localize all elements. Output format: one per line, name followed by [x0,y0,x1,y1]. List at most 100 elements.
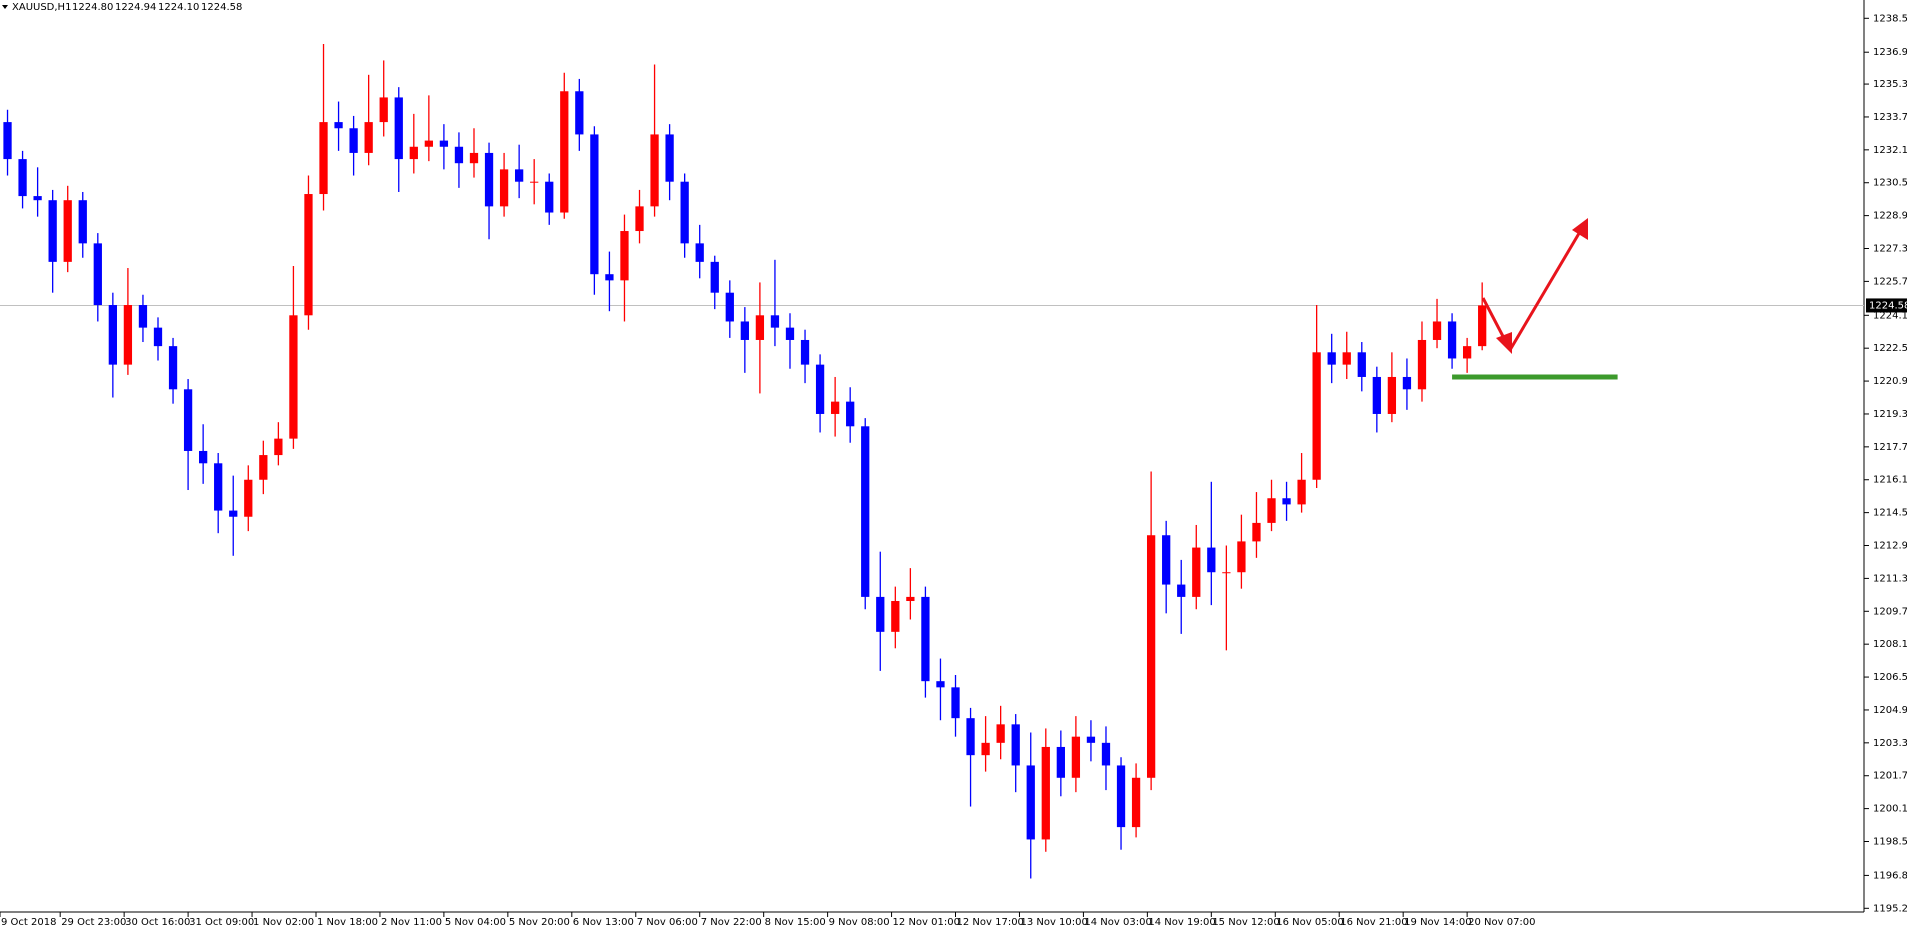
candle-body [1478,305,1487,347]
x-tick-label: 7 Nov 06:00 [637,917,698,928]
y-tick-label: 1225.75 [1873,276,1907,287]
y-tick-label: 1224.10 [1873,310,1907,321]
y-tick-label: 1233.75 [1873,112,1907,123]
x-tick-label: 5 Nov 04:00 [445,917,506,928]
x-tick-label: 8 Nov 15:00 [765,917,826,928]
candle-body [1011,724,1020,766]
candle-body [499,169,509,207]
x-tick-label: 12 Nov 17:00 [957,917,1024,928]
y-tick-label: 1222.50 [1873,343,1907,354]
symbol: XAUUSD,H1 [12,2,71,13]
candle-body [304,194,313,316]
x-tick-label: 14 Nov 03:00 [1084,917,1151,928]
candle-body [1327,352,1336,365]
candle-body [830,401,840,414]
y-tick-label: 1236.90 [1873,47,1907,58]
candle-body [1146,535,1156,778]
quote-value: 1224.58 [201,2,242,13]
candle-body [168,346,178,390]
y-tick-label: 1216.10 [1873,475,1907,486]
candle-body [1116,765,1126,828]
y-tick-label: 1228.95 [1873,211,1907,222]
candle-body [785,327,795,340]
candle-body [1447,321,1457,359]
candle-body [33,196,42,201]
x-tick-label: 6 Nov 13:00 [573,917,634,928]
candle-body [229,510,238,517]
candle-body [1357,352,1366,377]
y-tick-label: 1214.50 [1873,508,1907,519]
candle-body [1372,376,1381,414]
x-tick-label: 5 Nov 20:00 [509,917,570,928]
candle-body [650,134,659,207]
candle-body [1267,498,1276,523]
candle-body [1297,479,1306,505]
x-tick-label: 29 Oct 23:00 [61,917,126,928]
candle-body [3,122,12,160]
candle-body [996,724,1005,743]
arrow-head [1572,218,1588,240]
plot [0,43,1864,879]
candle-body [876,596,885,632]
candle-body [560,91,569,213]
x-tick-label: 19 Nov 14:00 [1404,917,1471,928]
x-tick-label: 31 Oct 09:00 [189,917,254,928]
candle-body [108,305,117,365]
candle-body [710,261,719,293]
candle-body [800,339,810,365]
x-tick-label: 1 Nov 18:00 [317,917,378,928]
candle-body [183,389,193,451]
candle-body [123,305,133,365]
candle-body [1177,584,1186,597]
x-tick-label: 9 Oct 2018 [1,917,56,928]
candle-body [409,146,418,160]
x-tick-label: 9 Nov 08:00 [829,917,890,928]
last-price-label: 1224.58 [1869,300,1907,311]
y-tick-label: 1209.70 [1873,606,1907,617]
candle-body [1207,547,1216,573]
candle-body [770,315,780,328]
candle-body [334,122,343,129]
candle-body [725,292,734,322]
y-tick-label: 1212.90 [1873,541,1907,552]
candle-body [1026,765,1035,840]
candle-body [394,97,403,160]
candle-body [665,134,674,182]
candle-body [1237,541,1246,573]
candle-body [214,463,223,511]
y-tick-label: 1220.90 [1873,376,1907,387]
candle-body [815,364,825,414]
x-tick-label: 2 Nov 11:00 [381,917,442,928]
arrow-head [1496,332,1512,354]
candle-body [289,315,298,439]
candle-body [1222,572,1231,574]
candle-body [1056,746,1065,778]
candle-body [1192,547,1201,597]
candle-body [1131,777,1141,828]
candle-body [199,450,208,464]
x-tick-label: 13 Nov 10:00 [1020,917,1087,928]
candle-body [1041,746,1050,840]
candle-body [981,742,990,756]
candle-body [695,243,704,262]
candle-body [740,321,749,340]
candle-body [484,152,494,207]
candle-body [575,91,584,135]
x-tick-label: 16 Nov 21:00 [1340,917,1407,928]
candle-body [138,305,148,328]
y-tick-label: 1204.90 [1873,705,1907,716]
candle-body [244,479,253,517]
candle-body [1402,376,1412,390]
y-tick-label: 1217.70 [1873,442,1907,453]
candle-body [1342,352,1351,365]
y-tick-label: 1208.10 [1873,639,1907,650]
candle-body [18,159,27,197]
candle-body [966,718,975,756]
y-tick-label: 1201.70 [1873,771,1907,782]
candle-body [1086,736,1096,743]
candle-body [424,140,433,147]
candle-body [63,200,72,262]
candle-body [1282,498,1291,505]
x-tick-label: 15 Nov 12:00 [1212,917,1279,928]
